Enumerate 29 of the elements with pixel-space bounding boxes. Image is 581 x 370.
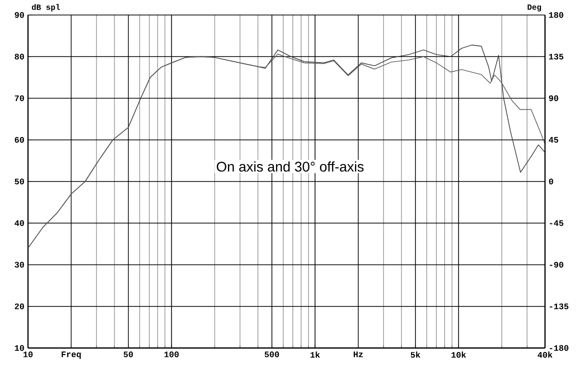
y2-tick-label: -135 <box>550 303 568 310</box>
x-tick-label: 10k <box>452 352 466 358</box>
annotation: On axis and 30° off-axis <box>216 161 364 172</box>
x-tick-label: Hz <box>354 352 363 358</box>
y-tick-label: 50 <box>14 178 24 184</box>
y-tick-label: 60 <box>14 136 24 143</box>
y-tick-label: 20 <box>14 303 24 310</box>
y2-tick-label: -45 <box>550 220 564 226</box>
y2-tick-label: 90 <box>549 95 558 102</box>
x-tick-label: 5k <box>410 352 420 358</box>
y2-tick-label: -90 <box>550 262 564 268</box>
y-tick-label: 80 <box>14 54 24 60</box>
x-tick-label: Freq <box>62 352 81 359</box>
x-tick-label: 100 <box>164 352 179 358</box>
y-tick-label: 10 <box>14 345 24 351</box>
y2-tick-label: 135 <box>549 54 564 60</box>
y-tick-label: 70 <box>14 95 24 102</box>
y2-tick-label: -180 <box>550 345 568 351</box>
y2-tick-label: 180 <box>549 12 564 18</box>
y-tick-label: 30 <box>14 262 24 268</box>
x-tick-label: 1k <box>310 352 320 358</box>
y2-tick-label: 45 <box>548 137 558 143</box>
y2-tick-label: 0 <box>549 178 554 184</box>
y-tick-label: 90 <box>14 12 24 18</box>
x-tick-label: 500 <box>264 352 279 358</box>
x-tick-label: 50 <box>124 352 133 358</box>
x-tick-label: 40k <box>538 352 552 358</box>
y-tick-label: 40 <box>14 220 24 226</box>
x-tick-label: 10 <box>23 352 33 358</box>
